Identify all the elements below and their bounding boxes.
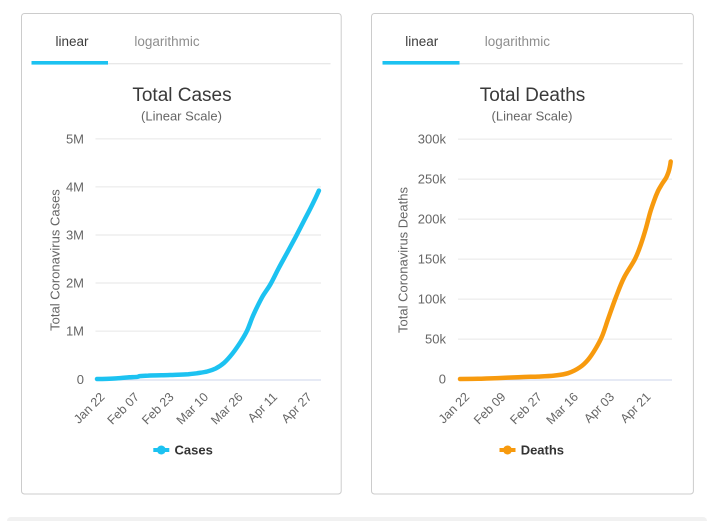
svg-text:(Linear Scale): (Linear Scale) xyxy=(141,109,222,124)
svg-text:linear: linear xyxy=(405,34,439,49)
svg-text:logarithmic: logarithmic xyxy=(134,34,200,49)
svg-text:Cases: Cases xyxy=(175,442,213,457)
svg-text:1M: 1M xyxy=(66,324,84,339)
svg-text:2M: 2M xyxy=(66,276,84,291)
svg-text:(Linear Scale): (Linear Scale) xyxy=(492,109,573,124)
svg-text:300k: 300k xyxy=(418,132,447,147)
svg-text:4M: 4M xyxy=(66,180,84,195)
svg-text:250k: 250k xyxy=(418,172,447,187)
svg-text:50k: 50k xyxy=(425,332,446,347)
svg-text:100k: 100k xyxy=(418,292,447,307)
svg-text:0: 0 xyxy=(77,372,84,387)
svg-text:Total Deaths: Total Deaths xyxy=(480,85,586,106)
svg-text:Total Cases: Total Cases xyxy=(132,85,231,106)
svg-text:150k: 150k xyxy=(418,252,447,267)
svg-text:0: 0 xyxy=(439,372,446,387)
svg-text:200k: 200k xyxy=(418,212,447,227)
svg-text:Total Coronavirus Cases: Total Coronavirus Cases xyxy=(48,189,63,331)
svg-text:linear: linear xyxy=(55,34,89,49)
svg-text:Deaths: Deaths xyxy=(521,442,564,457)
svg-text:Total Coronavirus Deaths: Total Coronavirus Deaths xyxy=(396,187,411,333)
svg-text:5M: 5M xyxy=(66,132,84,147)
svg-text:logarithmic: logarithmic xyxy=(485,34,551,49)
svg-text:3M: 3M xyxy=(66,228,84,243)
